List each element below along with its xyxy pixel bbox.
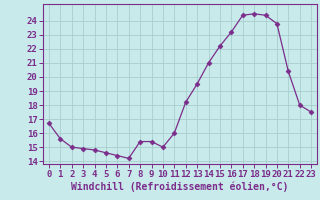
- X-axis label: Windchill (Refroidissement éolien,°C): Windchill (Refroidissement éolien,°C): [71, 181, 289, 192]
